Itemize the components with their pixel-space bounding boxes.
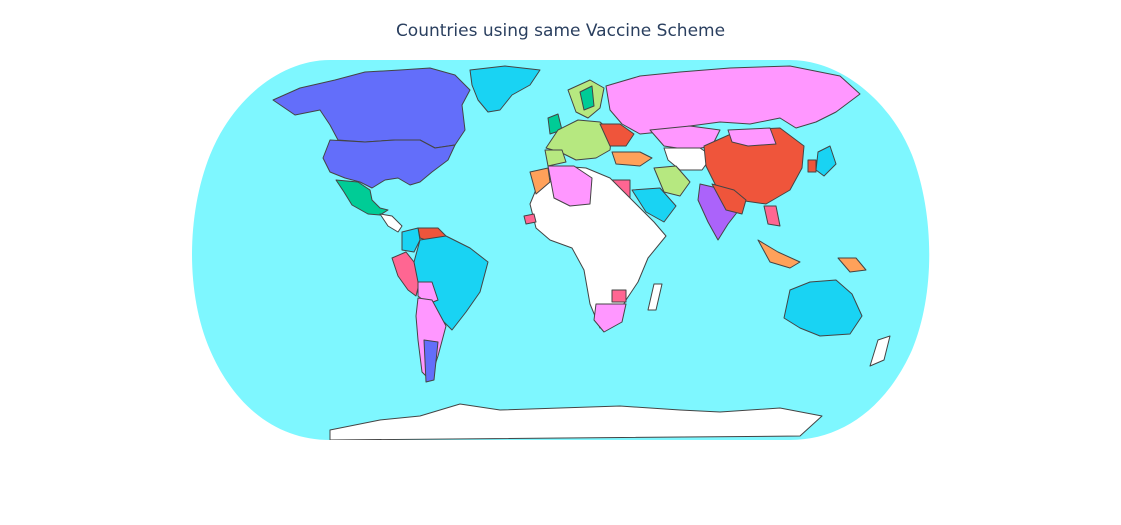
country-thailand[interactable] (763, 205, 781, 227)
country-russia[interactable] (605, 65, 861, 135)
country-greenland[interactable] (469, 65, 541, 113)
country-iran[interactable] (653, 165, 691, 197)
map-title: Countries using same Vaccine Scheme (395, 21, 726, 41)
country-central-asia[interactable] (663, 147, 713, 171)
country-saudi-arabia[interactable] (631, 187, 677, 223)
country-colombia[interactable] (401, 227, 421, 253)
country-madagascar[interactable] (647, 283, 663, 311)
country-mexico[interactable] (335, 179, 389, 216)
country-india-north[interactable] (711, 183, 747, 215)
country-mongolia[interactable] (727, 127, 777, 147)
country-antarctica[interactable] (329, 403, 823, 440)
country-morocco[interactable] (529, 167, 551, 195)
country-argentina[interactable] (423, 339, 439, 383)
country-new-zealand[interactable] (869, 335, 891, 367)
country-zimbabwe[interactable] (611, 289, 627, 303)
country-korea[interactable] (807, 159, 817, 173)
country-belarus-ukraine[interactable] (599, 123, 635, 147)
country-png[interactable] (837, 257, 867, 273)
country-turkey[interactable] (611, 151, 653, 167)
country-central-america[interactable] (379, 213, 403, 233)
country-algeria-libya[interactable] (547, 165, 593, 207)
country-brazil[interactable] (413, 235, 489, 331)
country-senegal[interactable] (523, 213, 537, 225)
country-iberia[interactable] (544, 149, 567, 167)
country-south-africa[interactable] (593, 303, 627, 333)
country-australia[interactable] (783, 279, 863, 337)
country-indonesia[interactable] (757, 239, 801, 269)
country-usa[interactable] (322, 139, 456, 189)
country-sweden[interactable] (579, 85, 595, 111)
country-canada[interactable] (272, 67, 471, 149)
